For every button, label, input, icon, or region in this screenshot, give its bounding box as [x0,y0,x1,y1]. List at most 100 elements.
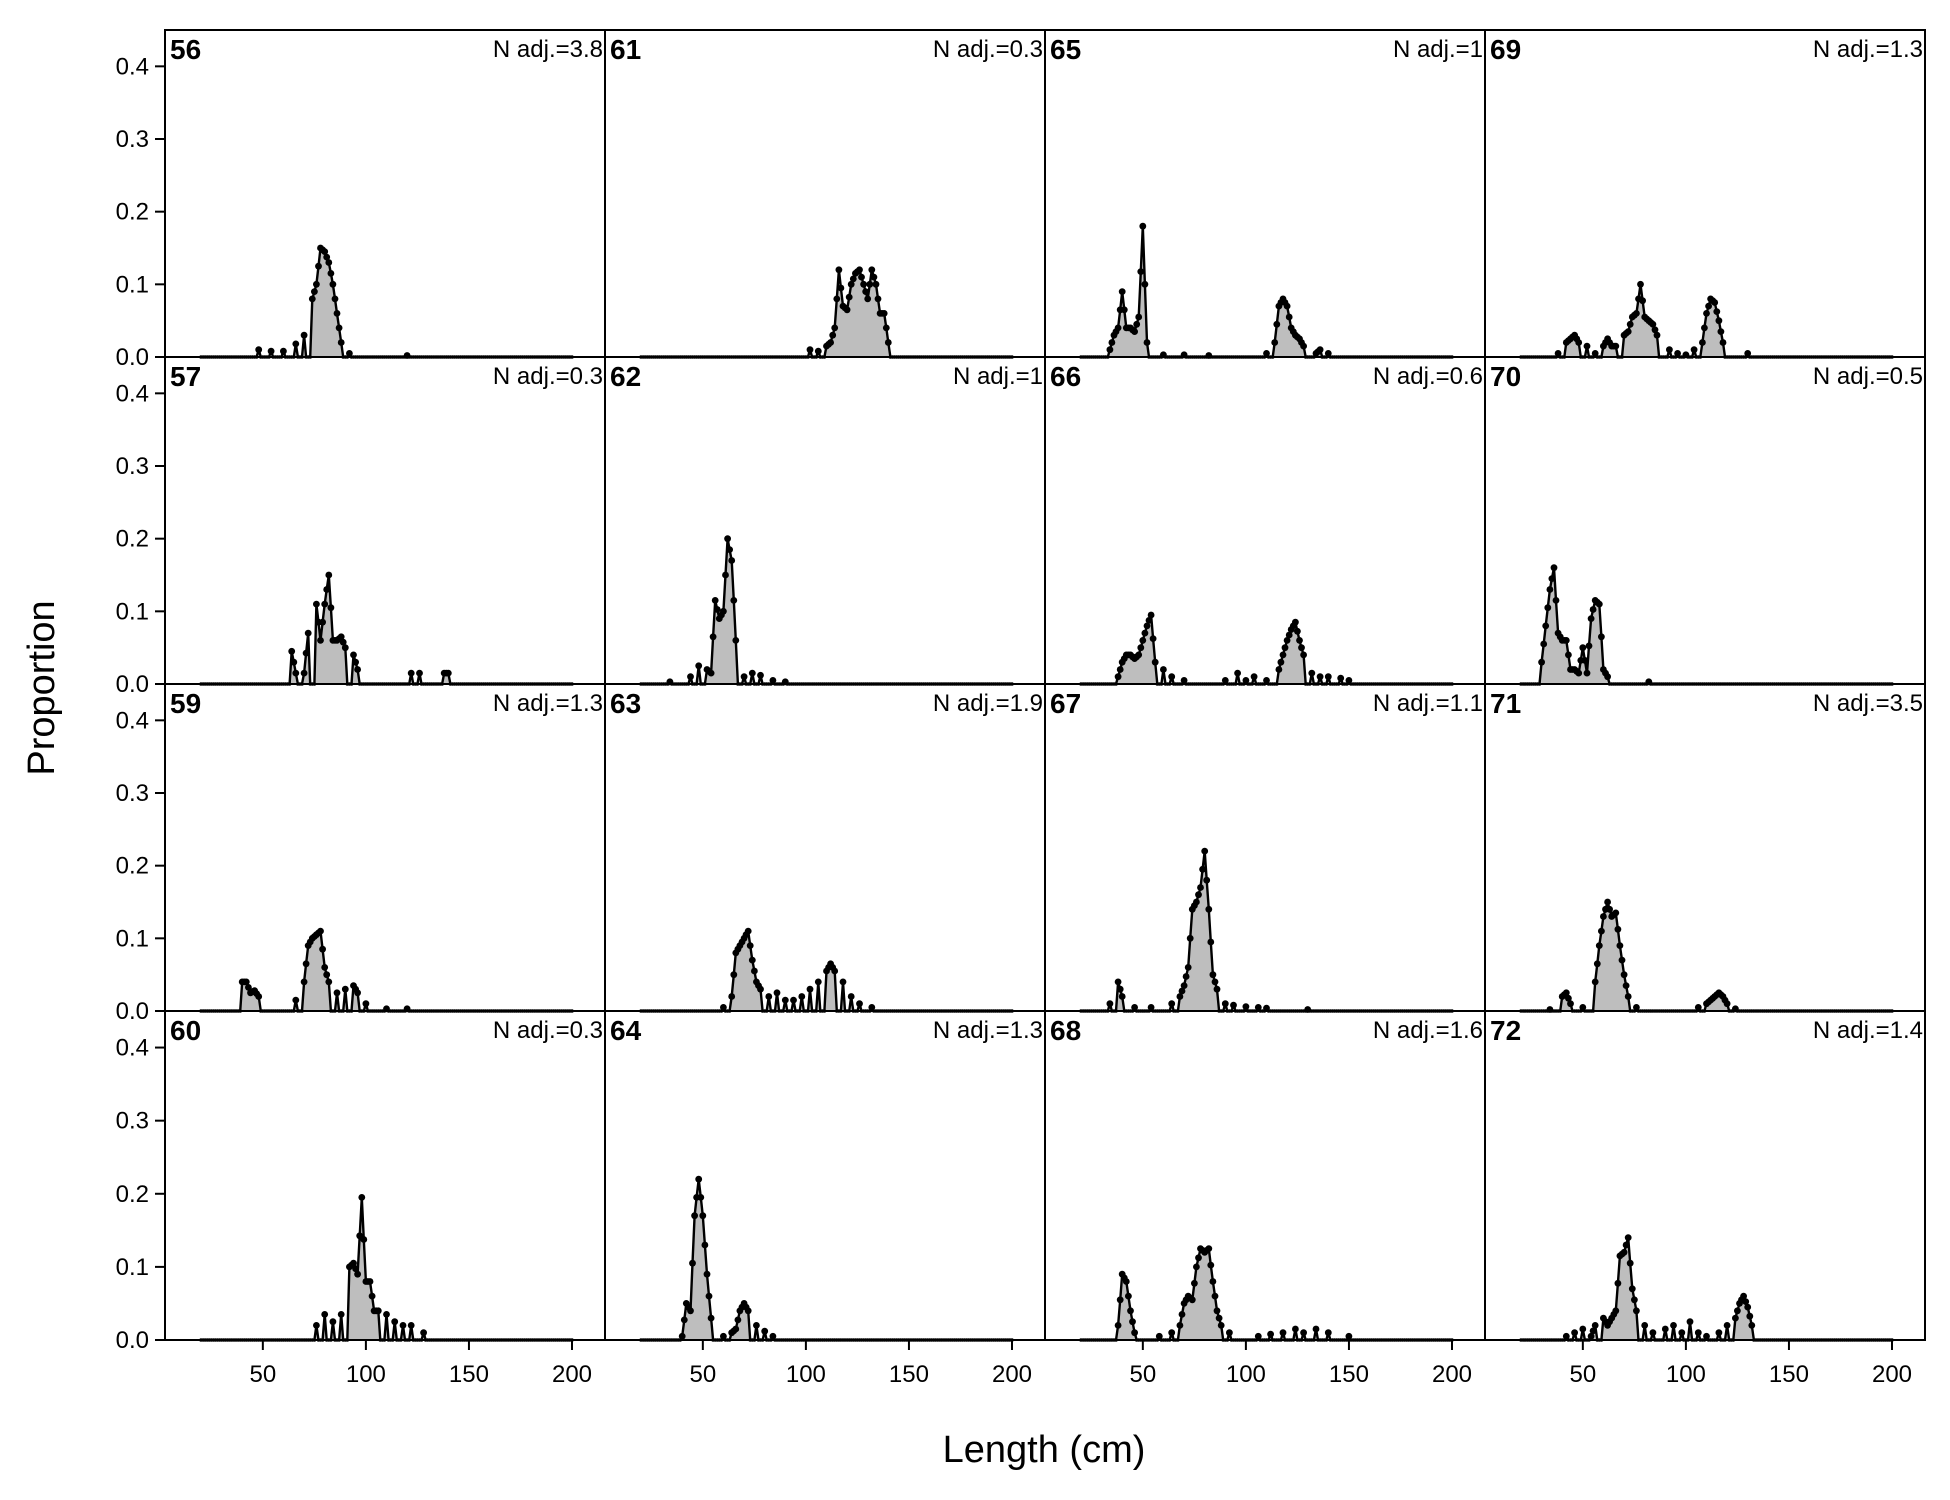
panel-66: 66 N adj.=0.6 [1050,361,1483,686]
data-point [352,1265,359,1273]
data-point [695,1175,703,1183]
data-point [1579,1325,1587,1333]
y-tick-label: 0.3 [116,126,149,153]
data-point [1324,1329,1332,1337]
data-point [1168,1329,1176,1337]
data-point [697,1194,705,1201]
data-point [1612,1307,1620,1315]
data-point [1195,891,1202,899]
data-point [1614,925,1622,933]
data-point [1242,677,1250,684]
series-area-68 [1081,1248,1452,1340]
data-point [709,633,717,641]
data-point [352,658,359,666]
data-point [1292,618,1299,626]
data-point [1705,302,1712,310]
y-tick-label: 0.4 [116,53,149,80]
data-point [1622,1241,1630,1249]
data-point [843,306,851,314]
data-point [1618,956,1626,964]
data-point [872,280,880,288]
data-point [845,293,853,301]
data-point [1742,1298,1750,1305]
data-point [1106,346,1114,354]
data-point [1215,1314,1223,1322]
data-point [1703,310,1710,317]
data-point [1294,627,1301,635]
data-point [1250,673,1258,681]
data-point [1271,339,1279,346]
data-point [1562,1332,1570,1340]
n-adj-label: N adj.=1.3 [1813,36,1923,63]
data-point [732,1325,740,1333]
x-tick-label: 200 [1432,1361,1472,1388]
data-point [1604,673,1611,681]
data-point [728,557,736,564]
data-point [1283,637,1291,644]
data-point [1201,847,1209,855]
data-point [1631,1296,1638,1304]
data-point [1316,673,1324,681]
data-point [315,262,322,270]
data-point [420,1329,427,1337]
data-point [1585,642,1593,650]
data-point [839,978,847,986]
data-point [1279,651,1287,659]
data-point [1744,1303,1752,1311]
data-point [350,651,357,659]
data-point [1217,1322,1225,1329]
data-point [323,971,331,979]
data-point [1168,1000,1176,1008]
n-adj-label: N adj.=1 [1393,36,1483,63]
series-line-70 [1521,566,1892,686]
data-point [757,671,764,679]
data-point [730,597,738,604]
data-point [806,985,814,993]
data-point [1199,865,1206,873]
data-point [1211,978,1219,986]
data-point [300,978,308,986]
y-tick-label: 0.3 [116,780,149,807]
data-point [325,571,333,579]
panel-61: 61 N adj.=0.3 [610,34,1043,359]
data-point [1703,1332,1710,1340]
series-line-67 [1081,849,1452,1013]
data-point [1207,938,1215,946]
data-point [720,607,727,615]
data-point [1593,960,1601,968]
data-point [1191,1279,1198,1287]
data-point [1633,1004,1640,1011]
data-point [1122,1278,1130,1285]
series-area-62 [641,538,1012,684]
data-point [407,669,415,677]
data-point [1624,1234,1632,1241]
data-points-56 [199,244,574,359]
data-point [1205,1245,1213,1252]
data-point [1118,993,1126,1000]
data-point [1131,1329,1138,1337]
data-point [726,546,733,553]
data-point [1542,622,1550,630]
data-point [1300,651,1307,659]
n-adj-label: N adj.=3.5 [1813,690,1923,717]
data-point [1583,342,1591,350]
y-tick-label: 0.1 [116,598,149,625]
data-points-62 [639,535,1014,686]
data-point [335,324,343,332]
panel-70: 70 N adj.=0.5 [1490,361,1923,686]
data-point [280,347,287,355]
data-point [313,600,320,608]
data-point [354,989,361,997]
panel-label: 59 [170,688,201,719]
data-point [837,284,845,292]
data-point [1624,328,1632,335]
data-point [761,1327,769,1335]
data-point [720,1004,727,1011]
data-point [699,1212,707,1220]
data-point [798,993,806,1000]
data-point [744,927,752,935]
data-point [1203,876,1211,884]
n-adj-label: N adj.=1.9 [933,690,1043,717]
data-point [399,1322,407,1329]
data-point [1114,324,1122,332]
